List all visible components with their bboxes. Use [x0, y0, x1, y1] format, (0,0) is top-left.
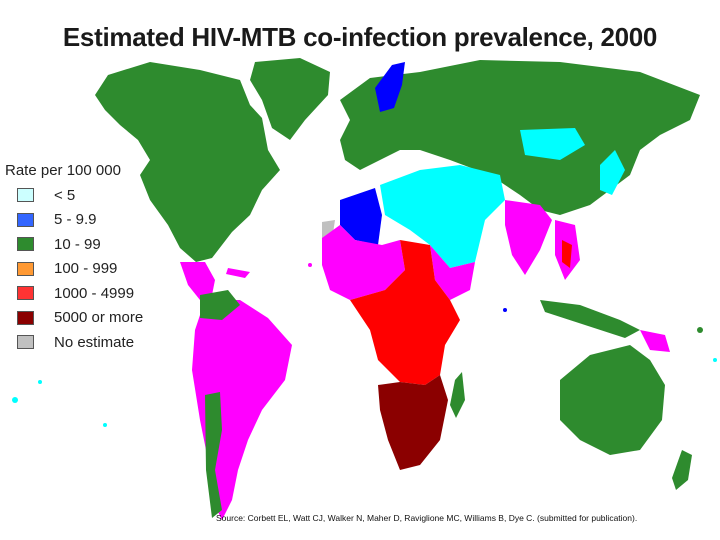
legend-item: 10 - 99 [5, 232, 143, 257]
central-africa-region [350, 240, 460, 385]
legend-swatch [17, 237, 34, 252]
legend-label: 10 - 99 [54, 235, 101, 253]
legend-item: < 5 [5, 183, 143, 208]
map-legend: Rate per 100 000 < 5 5 - 9.9 10 - 99 100 - … [5, 162, 143, 355]
caribbean-islands [226, 268, 250, 278]
west-africa-region [322, 225, 405, 300]
legend-item: 5 - 9.9 [5, 208, 143, 233]
legend-label: < 5 [54, 186, 76, 204]
legend-label: No estimate [54, 333, 135, 351]
middle-east-region [380, 165, 505, 268]
island-dot [12, 397, 18, 403]
legend-swatch [17, 286, 34, 301]
source-citation: Source: Corbett EL, Watt CJ, Walker N, M… [216, 513, 638, 523]
south-america-green-north [200, 290, 240, 320]
australia-region [560, 345, 665, 455]
legend-rows: < 5 5 - 9.9 10 - 99 100 - 999 1000 - 4999 500… [5, 183, 143, 355]
indonesia-region [540, 300, 640, 338]
southern-africa-region [378, 375, 448, 470]
india-region [505, 200, 552, 275]
horn-of-africa-region [430, 245, 475, 300]
central-america-region [180, 262, 215, 300]
world-map [12, 58, 717, 520]
south-america-region [192, 300, 292, 520]
legend-label: 1000 - 4999 [54, 284, 135, 302]
island-dot [38, 380, 42, 384]
new-zealand-islands [672, 450, 692, 490]
map-title: Estimated HIV-MTB co-infection prevalenc… [62, 22, 658, 52]
legend-label: 5000 or more [54, 309, 144, 327]
island-dot [103, 423, 107, 427]
legend-label: 100 - 999 [54, 260, 118, 278]
legend-swatch [17, 261, 34, 276]
legend-swatch [17, 188, 34, 203]
legend-item: 100 - 999 [5, 257, 143, 282]
greenland-region [250, 58, 330, 140]
island-dot [697, 327, 703, 333]
north-america-region [95, 62, 280, 262]
scandinavia-region [375, 62, 405, 112]
thailand-region [562, 240, 572, 268]
new-guinea-region [640, 330, 670, 352]
madagascar-island [450, 372, 465, 418]
japan-region [600, 150, 625, 195]
south-america-green-south [205, 392, 222, 518]
mongolia-region [520, 128, 585, 160]
island-dot [308, 263, 312, 267]
legend-swatch [17, 335, 34, 350]
island-dot [503, 308, 507, 312]
legend-swatch [17, 310, 34, 325]
island-dot [713, 358, 717, 362]
legend-item: 1000 - 4999 [5, 281, 143, 306]
legend-swatch [17, 212, 34, 227]
north-africa-region [340, 188, 382, 245]
legend-label: 5 - 9.9 [54, 211, 97, 229]
legend-item: 5000 or more [5, 306, 143, 331]
legend-item: No estimate [5, 330, 143, 355]
legend-title: Rate per 100 000 [5, 162, 121, 179]
